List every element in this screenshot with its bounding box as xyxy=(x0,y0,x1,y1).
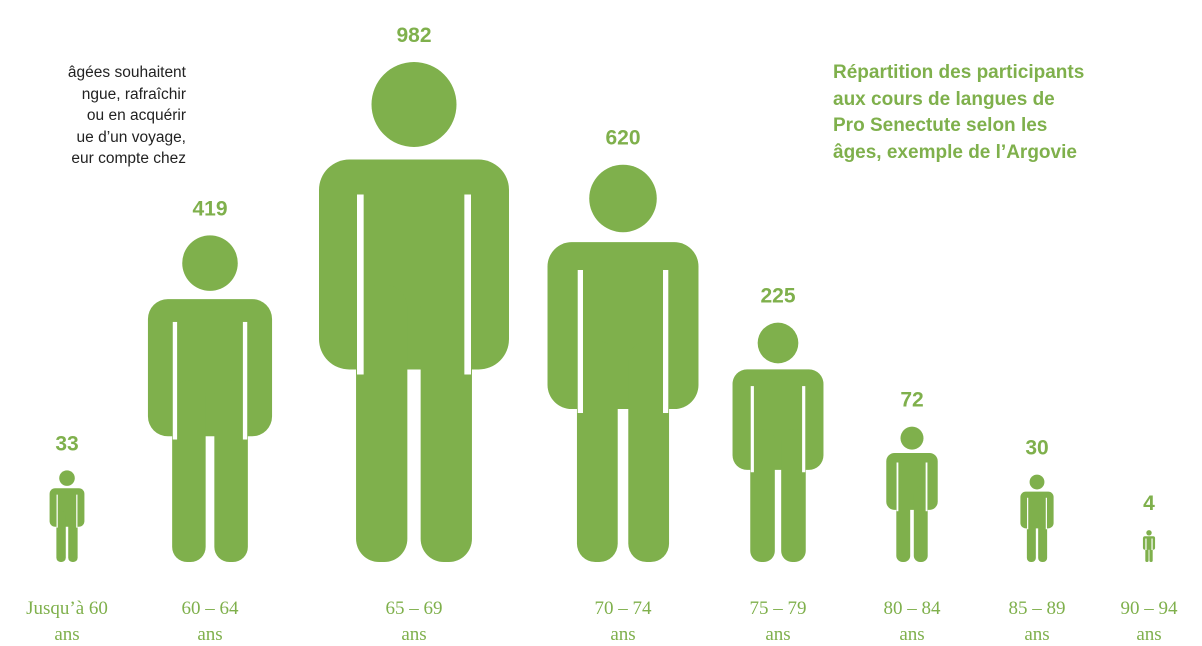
category-label: 80 – 84 xyxy=(884,598,942,619)
category-label-unit: ans xyxy=(899,624,924,645)
person-icon xyxy=(732,322,824,562)
category-label: 85 – 89 xyxy=(1009,598,1066,619)
intro-line: âgées souhaitent xyxy=(67,64,186,81)
person-leg-left xyxy=(172,380,206,562)
chart-title: Répartition des participants aux cours d… xyxy=(833,60,1193,166)
category-label-unit: ans xyxy=(765,624,790,645)
person-leg-right xyxy=(68,511,78,562)
person-head xyxy=(1146,530,1152,536)
chart-title-line: âges, exemple de l’Argovie xyxy=(833,141,1077,163)
intro-paragraph: âgées souhaitent ngue, rafraîchir ou en … xyxy=(0,62,186,170)
category-label-unit: ans xyxy=(197,624,222,645)
person-head xyxy=(59,470,75,486)
person-body xyxy=(547,242,699,410)
person-leg-right xyxy=(781,429,806,562)
data-label: 4 xyxy=(1143,492,1155,515)
data-label: 225 xyxy=(760,285,795,308)
person-body xyxy=(732,369,824,470)
person-leg-left xyxy=(896,486,911,562)
chart-title-line: Répartition des participants xyxy=(833,62,1085,83)
category-label: 65 – 69 xyxy=(386,598,443,619)
person-leg-left xyxy=(56,511,66,562)
category-label: 70 – 74 xyxy=(595,598,653,619)
category-label: 75 – 79 xyxy=(750,598,807,619)
person-leg-right xyxy=(214,380,248,562)
intro-line: ou en acquérir xyxy=(86,107,186,124)
person-icon xyxy=(886,426,938,562)
person-arm-gap xyxy=(1045,497,1047,530)
person-head xyxy=(900,426,924,450)
person-icon xyxy=(1020,474,1054,562)
person-arm-gap xyxy=(172,321,178,440)
person-icon xyxy=(1142,530,1156,562)
data-label: 620 xyxy=(605,127,640,150)
person-head xyxy=(182,235,238,291)
person-icon xyxy=(319,62,509,562)
category-label: 90 – 94 xyxy=(1121,598,1179,619)
data-label: 419 xyxy=(192,197,227,220)
person-arm-gap xyxy=(1145,538,1147,551)
person-arm-gap xyxy=(896,462,899,512)
intro-line: ngue, rafraîchir xyxy=(81,85,186,103)
chart-title-line: Pro Senectute selon les xyxy=(833,115,1048,136)
person-arm-gap xyxy=(925,462,928,512)
person-arm-gap xyxy=(802,386,806,473)
person-leg-right xyxy=(913,486,928,562)
intro-line: eur compte chez xyxy=(71,150,186,167)
person-leg-left xyxy=(750,429,775,562)
person-arm-gap xyxy=(1151,538,1153,551)
chart-title-line: aux cours de langues de xyxy=(833,88,1055,110)
person-body xyxy=(1142,536,1156,550)
person-leg-right xyxy=(1038,513,1048,562)
person-arm-gap xyxy=(464,194,471,375)
person-arm-gap xyxy=(242,321,248,440)
person-arm-gap xyxy=(663,269,669,414)
person-leg-right xyxy=(420,284,472,562)
category-label: 60 – 64 xyxy=(182,598,240,619)
data-label: 982 xyxy=(396,24,431,47)
person-body xyxy=(319,159,509,370)
person-icon xyxy=(547,164,699,562)
intro-line: ue d’un voyage, xyxy=(76,128,186,146)
person-leg-right xyxy=(628,341,670,562)
person-arm-gap xyxy=(56,494,58,528)
person-body xyxy=(1020,491,1054,529)
person-head xyxy=(1029,474,1045,490)
category-label-unit: ans xyxy=(1024,624,1049,645)
person-icon xyxy=(147,235,273,562)
person-leg-left xyxy=(356,284,408,562)
person-arm-gap xyxy=(750,386,754,473)
person-icon xyxy=(49,470,85,562)
person-head xyxy=(757,322,799,364)
person-leg-left xyxy=(1026,513,1036,562)
category-label-unit: ans xyxy=(54,624,79,645)
person-head xyxy=(371,62,457,147)
person-arm-gap xyxy=(577,269,583,414)
data-label: 33 xyxy=(55,432,78,455)
person-leg-left xyxy=(576,341,618,562)
person-body xyxy=(886,453,938,510)
data-label: 30 xyxy=(1025,437,1048,460)
data-label: 72 xyxy=(900,389,923,412)
person-arm-gap xyxy=(76,494,78,528)
person-head xyxy=(589,164,657,233)
category-label-unit: ans xyxy=(1136,624,1161,645)
category-label-unit: ans xyxy=(610,624,635,645)
person-body xyxy=(49,488,85,527)
person-body xyxy=(147,299,273,437)
person-arm-gap xyxy=(1027,497,1029,530)
category-label-unit: ans xyxy=(401,624,426,645)
category-label: Jusqu’à 60 xyxy=(26,598,108,619)
person-arm-gap xyxy=(357,194,364,375)
